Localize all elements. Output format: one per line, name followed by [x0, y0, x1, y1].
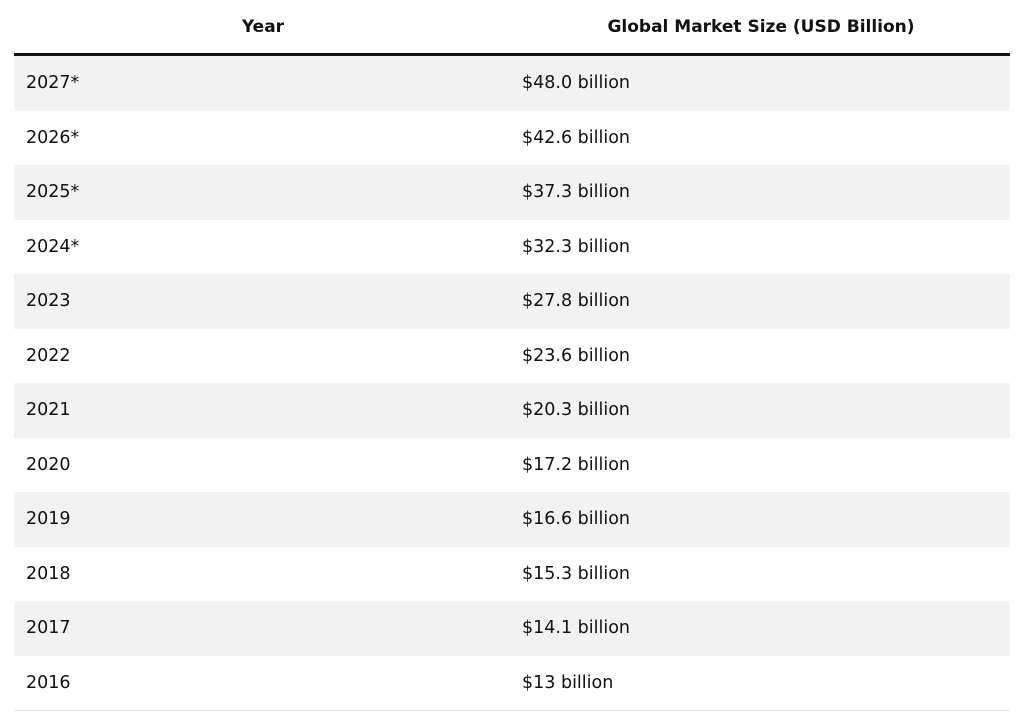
table-row: 2023 $27.8 billion: [14, 274, 1010, 329]
cell-year: 2026*: [14, 110, 512, 165]
market-size-table: Year Global Market Size (USD Billion) 20…: [14, 0, 1010, 711]
table-row: 2026* $42.6 billion: [14, 110, 1010, 165]
table-row: 2020 $17.2 billion: [14, 437, 1010, 492]
table-row: 2017 $14.1 billion: [14, 601, 1010, 656]
cell-year: 2024*: [14, 219, 512, 274]
cell-market-size: $20.3 billion: [512, 383, 1010, 438]
table-header: Year Global Market Size (USD Billion): [14, 0, 1010, 56]
cell-year: 2025*: [14, 165, 512, 220]
cell-year: 2017: [14, 601, 512, 656]
cell-year: 2019: [14, 492, 512, 547]
cell-market-size: $17.2 billion: [512, 437, 1010, 492]
cell-year: 2027*: [14, 54, 512, 111]
cell-market-size: $16.6 billion: [512, 492, 1010, 547]
cell-market-size: $13 billion: [512, 655, 1010, 711]
table-row: 2019 $16.6 billion: [14, 492, 1010, 547]
table-body: 2027* $48.0 billion 2026* $42.6 billion …: [14, 54, 1010, 711]
table-row: 2027* $48.0 billion: [14, 54, 1010, 111]
header-year: Year: [14, 0, 512, 56]
cell-year: 2022: [14, 328, 512, 383]
header-row: Year Global Market Size (USD Billion): [14, 0, 1010, 56]
cell-market-size: $42.6 billion: [512, 110, 1010, 165]
table-row: 2024* $32.3 billion: [14, 219, 1010, 274]
header-market-size: Global Market Size (USD Billion): [512, 0, 1010, 56]
market-size-table-container: Year Global Market Size (USD Billion) 20…: [14, 0, 1010, 711]
cell-market-size: $48.0 billion: [512, 54, 1010, 111]
cell-year: 2016: [14, 655, 512, 711]
table-row: 2016 $13 billion: [14, 655, 1010, 711]
table-row: 2022 $23.6 billion: [14, 328, 1010, 383]
cell-year: 2023: [14, 274, 512, 329]
cell-market-size: $14.1 billion: [512, 601, 1010, 656]
cell-market-size: $15.3 billion: [512, 546, 1010, 601]
cell-year: 2018: [14, 546, 512, 601]
cell-year: 2021: [14, 383, 512, 438]
table-row: 2018 $15.3 billion: [14, 546, 1010, 601]
cell-market-size: $32.3 billion: [512, 219, 1010, 274]
table-row: 2021 $20.3 billion: [14, 383, 1010, 438]
cell-market-size: $27.8 billion: [512, 274, 1010, 329]
cell-market-size: $37.3 billion: [512, 165, 1010, 220]
cell-year: 2020: [14, 437, 512, 492]
table-row: 2025* $37.3 billion: [14, 165, 1010, 220]
cell-market-size: $23.6 billion: [512, 328, 1010, 383]
